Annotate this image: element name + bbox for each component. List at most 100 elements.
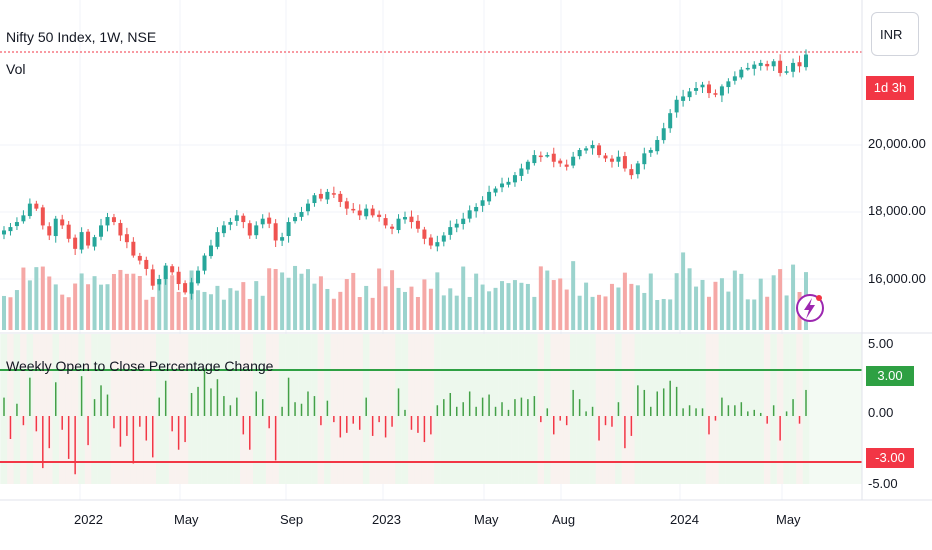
volume-bar: [590, 296, 595, 330]
candle-body: [157, 279, 162, 285]
background-stripe: [776, 334, 784, 484]
volume-bar: [163, 268, 168, 330]
candle-body: [706, 84, 711, 94]
background-stripe: [796, 334, 803, 484]
volume-bar: [629, 283, 634, 330]
background-stripe: [602, 334, 609, 484]
background-stripe: [136, 334, 144, 484]
volume-bar: [674, 273, 679, 330]
candle-body: [208, 245, 213, 257]
candle-body: [383, 218, 388, 226]
candle-body: [73, 237, 78, 249]
volume-bar: [131, 273, 136, 330]
volume-bar: [247, 298, 252, 330]
volume-bar: [260, 295, 265, 330]
background-stripe: [343, 334, 351, 484]
volume-bar: [422, 279, 427, 330]
volume-bar: [305, 269, 310, 330]
volume-bar: [377, 268, 382, 330]
candle-body: [784, 71, 789, 73]
candle-body: [273, 223, 278, 241]
candle-body: [674, 99, 679, 113]
volume-bar: [183, 297, 188, 330]
volume-bar: [325, 288, 330, 330]
background-stripe: [337, 334, 344, 484]
candle-body: [597, 145, 602, 156]
volume-bar: [642, 292, 647, 330]
candle-body: [131, 241, 136, 256]
price-tick: 16,000.00: [868, 271, 926, 286]
lightning-bolt-icon[interactable]: [796, 294, 824, 322]
background-stripe: [240, 334, 247, 484]
indicator-title[interactable]: Weekly Open to Close Percentage Change: [6, 358, 274, 374]
candle-body: [325, 191, 330, 200]
volume-bar: [234, 290, 239, 330]
background-stripe: [751, 334, 758, 484]
candle-body: [512, 175, 517, 183]
symbol-title[interactable]: Nifty 50 Index, 1W, NSE: [6, 29, 157, 45]
volume-bar: [390, 270, 395, 330]
volume-bar: [577, 295, 582, 330]
background-stripe: [168, 334, 176, 484]
candle-body: [745, 67, 750, 70]
volume-bar: [681, 252, 686, 330]
volume-bar: [571, 261, 576, 330]
volume-bar: [73, 283, 78, 330]
candle-body: [525, 161, 530, 170]
candle-body: [357, 210, 362, 216]
volume-bar: [732, 270, 737, 330]
volume-bar: [441, 295, 446, 330]
time-label: Aug: [552, 512, 576, 527]
background-stripe: [705, 334, 713, 484]
candle-body: [183, 283, 188, 293]
volume-label[interactable]: Vol: [6, 61, 26, 77]
background-stripe: [595, 334, 603, 484]
volume-bar: [118, 269, 123, 330]
candle-body: [396, 218, 401, 231]
candle-body: [500, 183, 505, 188]
volume-bar: [86, 284, 91, 330]
volume-bar: [694, 286, 699, 330]
background-stripe: [123, 334, 131, 484]
background-stripe: [246, 334, 254, 484]
candle-body: [377, 214, 382, 218]
volume-bar: [105, 284, 110, 330]
currency-button[interactable]: INR: [871, 12, 919, 56]
candle-body: [86, 231, 91, 246]
candle-body: [105, 217, 110, 226]
volume-bar: [2, 295, 6, 330]
candle-body: [14, 222, 19, 227]
candlesticks: [2, 49, 808, 300]
candle-body: [648, 150, 653, 153]
volume-bar: [609, 283, 614, 330]
candle-body: [435, 242, 440, 247]
candle-body: [176, 271, 181, 285]
volume-bar: [771, 275, 776, 330]
candle-body: [694, 88, 699, 91]
volume-bar: [500, 281, 505, 330]
volume-bar: [538, 266, 543, 330]
candle-body: [713, 93, 718, 95]
candle-body: [144, 259, 149, 269]
candle-body: [364, 208, 369, 217]
background-stripe: [58, 334, 66, 484]
background-stripe: [330, 334, 338, 484]
volume-bars: [2, 252, 808, 330]
candle-body: [687, 91, 692, 98]
candle-body: [571, 156, 576, 166]
volume-bar: [299, 273, 304, 330]
candle-body: [467, 210, 472, 219]
volume-bar: [338, 291, 343, 330]
candle-body: [390, 226, 395, 229]
candle-body: [765, 63, 770, 67]
candle-body: [584, 148, 589, 151]
candle-body: [590, 145, 595, 149]
volume-bar: [435, 272, 440, 330]
candle-body: [40, 207, 45, 226]
candle-body: [27, 203, 32, 217]
candle-body: [79, 232, 84, 250]
candle-body: [448, 227, 453, 235]
background-stripe: [143, 334, 150, 484]
candle-body: [635, 163, 640, 175]
